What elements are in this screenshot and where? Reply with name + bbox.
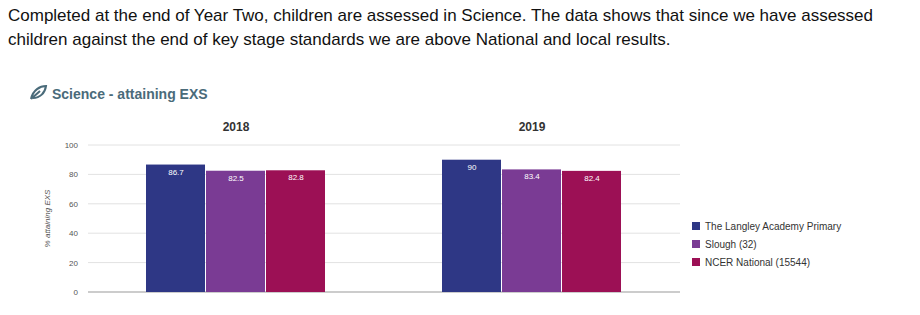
title-icon xyxy=(31,86,46,99)
data-label: 90 xyxy=(468,163,477,172)
y-tick-label: 80 xyxy=(69,170,78,179)
legend-swatch xyxy=(692,222,700,230)
y-axis-label: % attaining EXS xyxy=(43,189,52,247)
bar xyxy=(502,169,561,292)
chart: Science - attaining EXS 0 20 40 60 80 100 % att… xyxy=(0,0,920,315)
y-tick-label: 20 xyxy=(69,259,78,268)
intro-text: Completed at the end of Year Two, childr… xyxy=(8,4,898,52)
legend-swatch xyxy=(692,240,700,248)
data-label: 86.7 xyxy=(168,168,184,177)
bar xyxy=(206,171,265,292)
data-label: 83.4 xyxy=(524,172,540,181)
data-label: 82.5 xyxy=(228,174,244,183)
legend-swatch xyxy=(692,258,700,266)
data-label: 82.8 xyxy=(288,173,304,182)
y-tick-label: 100 xyxy=(65,141,79,150)
y-tick-label: 60 xyxy=(69,200,78,209)
y-tick-label: 0 xyxy=(74,288,79,297)
chart-title: Science - attaining EXS xyxy=(52,86,208,102)
legend-label: The Langley Academy Primary xyxy=(705,221,841,232)
category-label: 2018 xyxy=(223,120,250,134)
data-label: 82.4 xyxy=(584,174,600,183)
legend-label: NCER National (15544) xyxy=(705,257,810,268)
legend-label: Slough (32) xyxy=(705,239,757,250)
bars xyxy=(146,160,621,292)
bar xyxy=(562,171,621,292)
category-label: 2019 xyxy=(519,120,546,134)
y-tick-label: 40 xyxy=(69,229,78,238)
bar xyxy=(442,160,501,292)
bar xyxy=(146,165,205,292)
y-axis-line xyxy=(88,145,89,292)
bar xyxy=(266,170,325,292)
grid-line xyxy=(88,145,680,146)
